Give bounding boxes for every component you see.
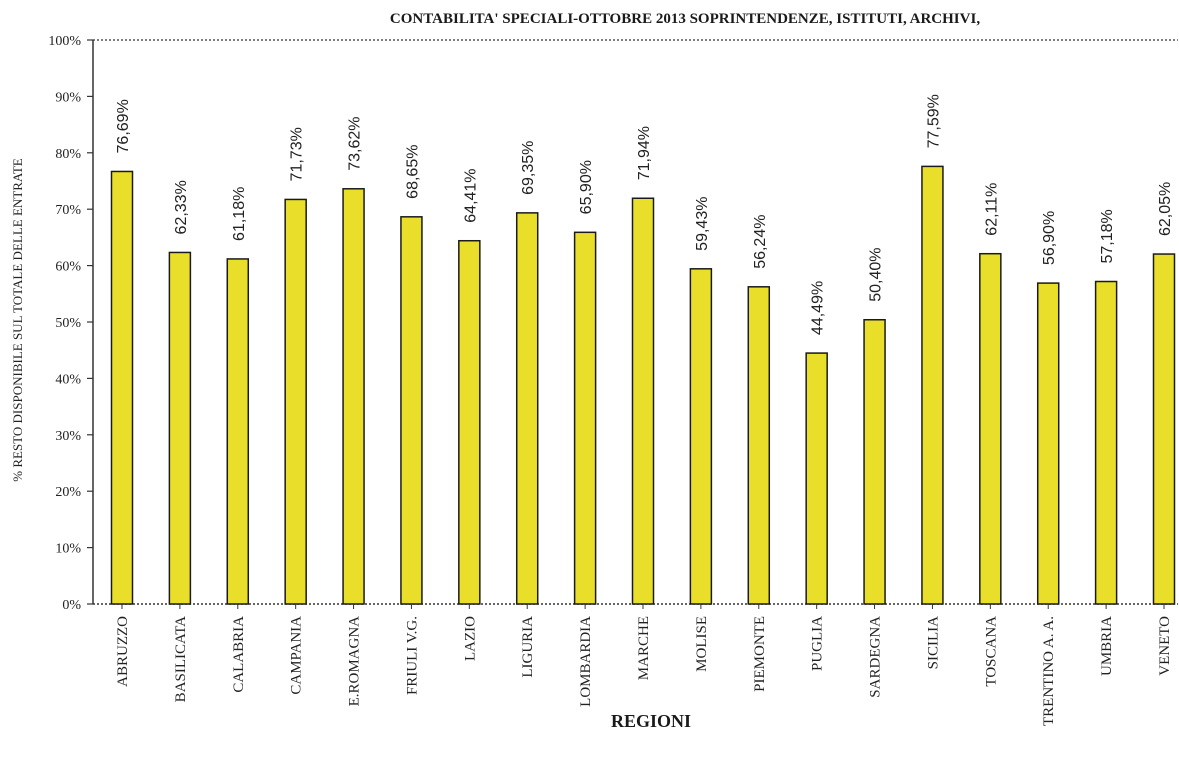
data-label: 76,69% [115, 99, 132, 153]
data-label: 56,24% [752, 215, 769, 269]
bar [573, 231, 597, 605]
y-tick-label: 30% [55, 429, 81, 444]
data-label: 71,73% [289, 127, 306, 181]
bar [863, 318, 886, 605]
y-tick-label: 40% [55, 372, 81, 387]
bar [284, 198, 307, 605]
x-tick-label: MARCHE [636, 616, 652, 680]
x-tick-label: BASILICATA [173, 616, 189, 702]
bar [689, 268, 713, 605]
bar [1152, 253, 1176, 605]
bar [979, 252, 1002, 605]
data-label: 50,40% [868, 247, 885, 301]
x-tick-label: PIEMONTE [752, 616, 768, 692]
x-tick-label: SARDEGNA [868, 616, 884, 698]
x-tick-label: FRIULI V.G. [404, 616, 420, 695]
data-label: 62,11% [983, 183, 1000, 236]
data-label: 64,41% [462, 168, 479, 222]
x-tick-label: LIGURIA [520, 616, 536, 678]
x-tick-label: MOLISE [694, 616, 710, 672]
x-tick-label: CAMPANIA [289, 616, 305, 695]
x-axis-label: REGIONI [611, 711, 691, 731]
y-tick-label: 60% [55, 260, 81, 275]
y-tick-label: 80% [55, 147, 81, 162]
bar [110, 170, 134, 605]
x-tick-label: SICILIA [925, 616, 941, 669]
data-label: 73,62% [347, 117, 364, 171]
y-tick-label: 10% [55, 542, 81, 557]
bar [226, 258, 250, 605]
data-label: 77,59% [925, 94, 942, 148]
x-tick-label: ABRUZZO [115, 616, 131, 687]
y-tick-label: 70% [55, 203, 81, 218]
data-label: 44,49% [810, 281, 827, 335]
bar [921, 165, 944, 605]
bar [400, 216, 423, 605]
data-label: 62,05% [1157, 182, 1174, 236]
bar [458, 239, 481, 605]
x-tick-label: TRENTINO A. A. [1041, 616, 1057, 726]
y-axis-label: % RESTO DISPONIBILE SUL TOTALE DELLE ENT… [10, 158, 25, 482]
data-label: 61,18% [231, 187, 248, 241]
data-label: 65,90% [578, 160, 595, 214]
bar [805, 352, 828, 605]
x-tick-label: E.ROMAGNA [347, 616, 363, 707]
x-tick-label: LOMBARDIA [578, 616, 594, 707]
y-tick-label: 50% [55, 316, 81, 331]
data-label: 59,43% [694, 197, 711, 251]
x-tick-label: VENETO [1157, 616, 1173, 676]
bar [1036, 282, 1060, 605]
x-tick-label: CALABRIA [231, 616, 247, 693]
x-tick-label: UMBRIA [1099, 616, 1115, 676]
x-tick-label: LAZIO [462, 616, 478, 661]
y-tick-label: 0% [62, 598, 81, 613]
bar [631, 197, 655, 605]
data-label: 57,18% [1099, 209, 1116, 263]
x-tick-label: TOSCANA [983, 616, 999, 687]
plot-area: 0% 10% 20% 30% 40% 50% 60% 70% 80% 90% 100% 76,69% A… [48, 34, 1178, 726]
bar [515, 212, 539, 605]
y-tick-label: 20% [55, 485, 81, 500]
data-label: 69,35% [520, 141, 537, 195]
bar [168, 251, 192, 605]
data-label: 62,33% [173, 180, 190, 234]
x-tick-label: PUGLIA [810, 616, 826, 671]
chart-title: CONTABILITA' SPECIALI-OTTOBRE 2013 SOPRI… [390, 11, 980, 27]
y-tick-label: 100% [48, 34, 81, 49]
y-tick-label: 90% [55, 90, 81, 105]
bar [1094, 280, 1118, 605]
data-label: 71,94% [636, 126, 653, 180]
bar [342, 188, 365, 605]
data-label: 68,65% [404, 145, 421, 199]
bar [747, 286, 771, 605]
data-label: 56,90% [1041, 211, 1058, 265]
